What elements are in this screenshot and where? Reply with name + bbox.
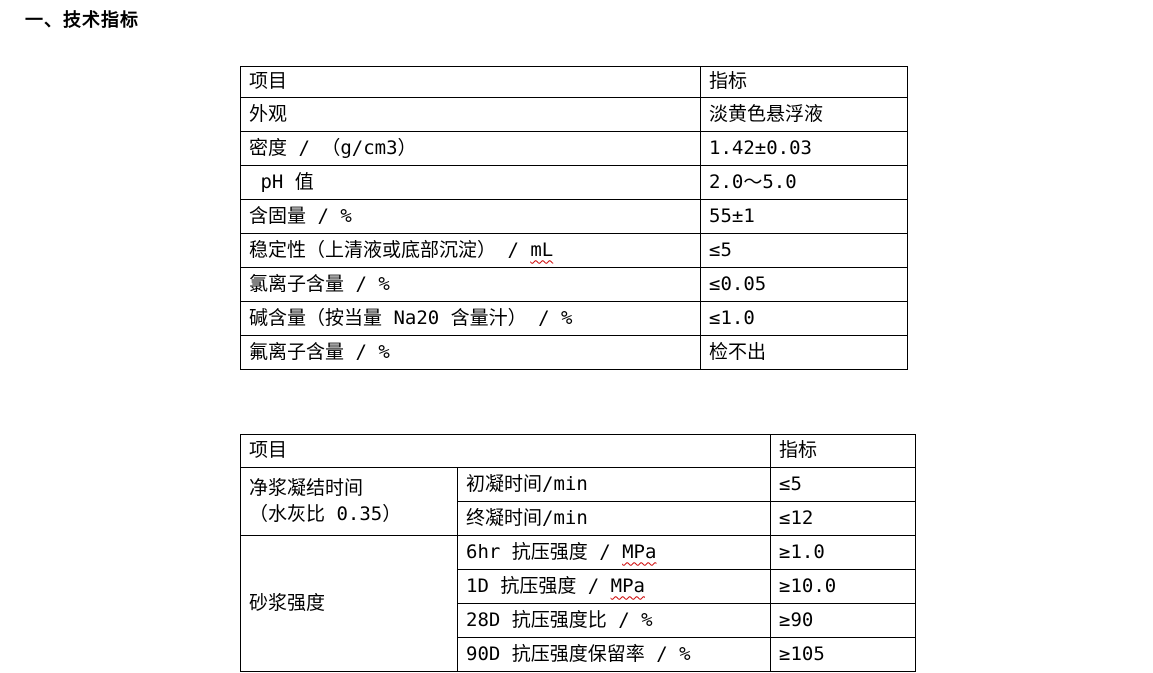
table-row: 90D 抗压强度保留率 / % ≥105: [241, 637, 917, 672]
table-row: 终凝时间/min ≤12: [241, 501, 917, 536]
row-label: 终凝时间/min: [456, 501, 772, 536]
row-group-label-mortar-strength: 砂浆强度: [240, 535, 458, 672]
row-value: ≤12: [770, 501, 917, 536]
row-label: 外观: [240, 97, 701, 132]
column-header-item: 项目: [239, 434, 772, 468]
row-value: ≥105: [770, 637, 917, 672]
row-label: 28D 抗压强度比 / %: [456, 603, 772, 638]
row-value: 淡黄色悬浮液: [700, 97, 908, 132]
row-label: 氯离子含量 / %: [240, 267, 701, 302]
spellcheck-underlined-unit: MPa: [610, 574, 645, 597]
row-label-text: 1D 抗压强度 /: [466, 574, 611, 597]
row-label: 90D 抗压强度保留率 / %: [456, 637, 772, 672]
row-label: 1D 抗压强度 / MPa: [456, 569, 772, 604]
table-row: 28D 抗压强度比 / % ≥90: [241, 603, 917, 638]
table-row: 碱含量（按当量 Na20 含量汁） / % ≤1.0: [240, 301, 908, 336]
row-label: 6hr 抗压强度 / MPa: [456, 535, 772, 570]
table-row: 含固量 / % 55±1: [240, 199, 908, 234]
table-header-row: 项目 指标: [239, 434, 917, 468]
table-row: 稳定性（上清液或底部沉淀） / mL ≤5: [240, 233, 908, 268]
row-value: 检不出: [700, 335, 908, 370]
table-row: 密度 / （g/cm3） 1.42±0.03: [240, 131, 908, 166]
row-label: 初凝时间/min: [456, 467, 772, 502]
row-value: ≥10.0: [770, 569, 917, 604]
row-value: ≤1.0: [700, 301, 908, 336]
row-value: ≤0.05: [700, 267, 908, 302]
spec-table-performance: 项目 指标 净浆凝结时间 （水灰比 0.35） 初凝时间/min ≤5 终凝时间…: [239, 434, 917, 672]
row-value: 1.42±0.03: [700, 131, 908, 166]
row-value: ≤5: [700, 233, 908, 268]
table-header-row: 项目 指标: [240, 66, 908, 98]
row-label: 稳定性（上清液或底部沉淀） / mL: [240, 233, 701, 268]
spellcheck-underlined-unit: mL: [530, 238, 554, 261]
table-row: 净浆凝结时间 （水灰比 0.35） 初凝时间/min ≤5: [240, 467, 917, 536]
table-row: 砂浆强度 6hr 抗压强度 / MPa ≥1.0: [240, 535, 917, 672]
row-value: ≥1.0: [770, 535, 917, 570]
section-title: 一、技术指标: [25, 10, 139, 31]
row-label-text: 稳定性（上清液或底部沉淀） /: [249, 238, 531, 261]
row-label: 含固量 / %: [240, 199, 701, 234]
row-value: 55±1: [700, 199, 908, 234]
row-value: ≤5: [770, 467, 917, 502]
table-row: 氯离子含量 / % ≤0.05: [240, 267, 908, 302]
column-header-index: 指标: [700, 66, 908, 98]
row-label: 氟离子含量 / %: [240, 335, 701, 370]
row-value: ≥90: [770, 603, 917, 638]
table-row: 外观 淡黄色悬浮液: [240, 97, 908, 132]
table-row: pH 值 2.0～5.0: [240, 165, 908, 200]
spec-table-liquid: 项目 指标 外观 淡黄色悬浮液 密度 / （g/cm3） 1.42±0.03 p…: [240, 66, 908, 370]
column-header-item: 项目: [240, 66, 701, 98]
row-value: 2.0～5.0: [700, 165, 908, 200]
row-label: 碱含量（按当量 Na20 含量汁） / %: [240, 301, 701, 336]
table-row: 氟离子含量 / % 检不出: [240, 335, 908, 370]
row-label: pH 值: [240, 165, 701, 200]
row-label: 密度 / （g/cm3）: [240, 131, 701, 166]
spellcheck-underlined-unit: MPa: [622, 540, 657, 563]
column-header-index: 指标: [770, 434, 917, 468]
row-label-text: 6hr 抗压强度 /: [466, 540, 623, 563]
row-group-label-setting-time: 净浆凝结时间 （水灰比 0.35）: [240, 467, 458, 536]
